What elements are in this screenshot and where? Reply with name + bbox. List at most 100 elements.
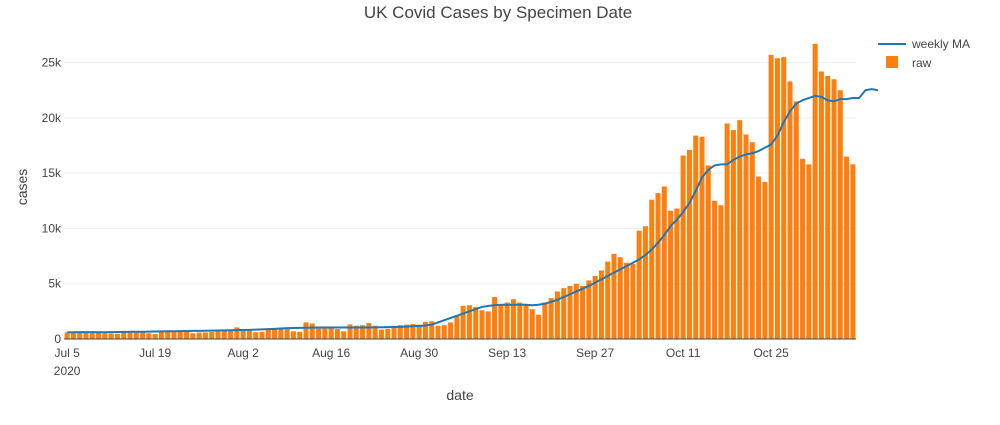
raw-bar[interactable] (441, 325, 447, 339)
raw-bar[interactable] (592, 275, 598, 339)
raw-bar[interactable] (77, 332, 83, 339)
raw-bar[interactable] (485, 311, 491, 339)
raw-bar[interactable] (737, 120, 743, 340)
raw-bar[interactable] (510, 299, 516, 339)
raw-bar[interactable] (718, 205, 724, 339)
raw-bar[interactable] (177, 331, 183, 339)
raw-bar[interactable] (303, 322, 309, 339)
raw-bar[interactable] (360, 325, 366, 339)
raw-bar[interactable] (290, 331, 296, 339)
raw-bar[interactable] (278, 327, 284, 339)
raw-bar[interactable] (661, 186, 667, 339)
raw-bar[interactable] (284, 327, 290, 340)
weekly-ma-line-group[interactable] (67, 88, 879, 334)
raw-bar[interactable] (429, 321, 435, 339)
raw-bar[interactable] (756, 176, 762, 340)
raw-bar[interactable] (517, 302, 523, 339)
raw-bar[interactable] (529, 309, 535, 339)
raw-bar[interactable] (479, 310, 485, 339)
raw-bar[interactable] (674, 208, 680, 339)
raw-bar[interactable] (787, 81, 793, 340)
raw-bar[interactable] (158, 331, 164, 339)
raw-bar[interactable] (209, 332, 215, 339)
raw-bar[interactable] (114, 333, 120, 339)
raw-bar[interactable] (668, 210, 674, 339)
raw-bar[interactable] (366, 322, 372, 339)
raw-bar[interactable] (655, 193, 661, 339)
raw-bar[interactable] (630, 263, 636, 339)
raw-bars[interactable] (64, 43, 856, 340)
raw-bar[interactable] (259, 331, 265, 339)
raw-bar[interactable] (108, 333, 114, 339)
raw-bar[interactable] (316, 326, 322, 339)
raw-bar[interactable] (837, 90, 843, 340)
raw-bar[interactable] (762, 182, 768, 339)
raw-bar[interactable] (580, 285, 586, 339)
raw-bar[interactable] (272, 328, 278, 339)
raw-bar[interactable] (454, 315, 460, 339)
raw-bar[interactable] (649, 199, 655, 339)
raw-bar[interactable] (793, 101, 799, 339)
raw-bar[interactable] (705, 165, 711, 339)
raw-bar[interactable] (322, 327, 328, 339)
raw-bar[interactable] (102, 333, 108, 339)
raw-bar[interactable] (140, 331, 146, 339)
raw-bar[interactable] (536, 314, 542, 339)
raw-bar[interactable] (806, 164, 812, 339)
raw-bar[interactable] (624, 262, 630, 339)
raw-bar[interactable] (825, 75, 831, 340)
raw-bar[interactable] (693, 135, 699, 339)
raw-bar[interactable] (353, 325, 359, 339)
raw-bar[interactable] (422, 321, 428, 339)
raw-bar[interactable] (504, 302, 510, 339)
legend-item-raw[interactable]: raw (886, 56, 932, 70)
raw-bar[interactable] (341, 331, 347, 339)
raw-bar[interactable] (121, 332, 127, 339)
raw-bar[interactable] (573, 283, 579, 339)
legend-item-weekly-ma[interactable]: weekly MA (878, 37, 970, 51)
raw-bar[interactable] (83, 332, 89, 339)
raw-bar[interactable] (64, 332, 70, 339)
raw-bar[interactable] (234, 327, 240, 339)
raw-bar[interactable] (749, 142, 755, 339)
raw-bar[interactable] (372, 325, 378, 339)
raw-bar[interactable] (617, 257, 623, 339)
raw-bar[interactable] (347, 324, 353, 339)
raw-bar[interactable] (171, 331, 177, 339)
raw-bar[interactable] (253, 332, 259, 339)
raw-bar[interactable] (184, 331, 190, 339)
raw-bar[interactable] (598, 270, 604, 339)
raw-bar[interactable] (561, 288, 567, 339)
raw-bar[interactable] (196, 332, 202, 339)
raw-bar[interactable] (435, 325, 441, 339)
raw-bar[interactable] (498, 304, 504, 339)
raw-bar[interactable] (680, 155, 686, 339)
raw-bar[interactable] (246, 329, 252, 339)
raw-bar[interactable] (96, 332, 102, 339)
raw-bar[interactable] (781, 57, 787, 340)
raw-bar[interactable] (328, 327, 334, 339)
raw-bar[interactable] (686, 149, 692, 339)
raw-bar[interactable] (397, 325, 403, 339)
raw-bar[interactable] (448, 322, 454, 339)
raw-bar[interactable] (812, 43, 818, 340)
raw-bar[interactable] (567, 285, 573, 339)
raw-bar[interactable] (146, 333, 152, 339)
raw-bar[interactable] (712, 200, 718, 339)
raw-bar[interactable] (385, 328, 391, 339)
raw-bar[interactable] (730, 130, 736, 339)
raw-bar[interactable] (800, 158, 806, 339)
raw-bar[interactable] (831, 79, 837, 339)
raw-bar[interactable] (410, 324, 416, 339)
raw-bar[interactable] (215, 331, 221, 339)
raw-bar[interactable] (523, 304, 529, 339)
raw-bar[interactable] (542, 302, 548, 339)
raw-bar[interactable] (548, 298, 554, 339)
raw-bar[interactable] (127, 331, 133, 339)
raw-bar[interactable] (240, 329, 246, 339)
raw-bar[interactable] (165, 331, 171, 339)
raw-bar[interactable] (391, 325, 397, 339)
raw-bar[interactable] (133, 332, 139, 339)
raw-bar[interactable] (818, 71, 824, 339)
raw-bar[interactable] (221, 330, 227, 339)
